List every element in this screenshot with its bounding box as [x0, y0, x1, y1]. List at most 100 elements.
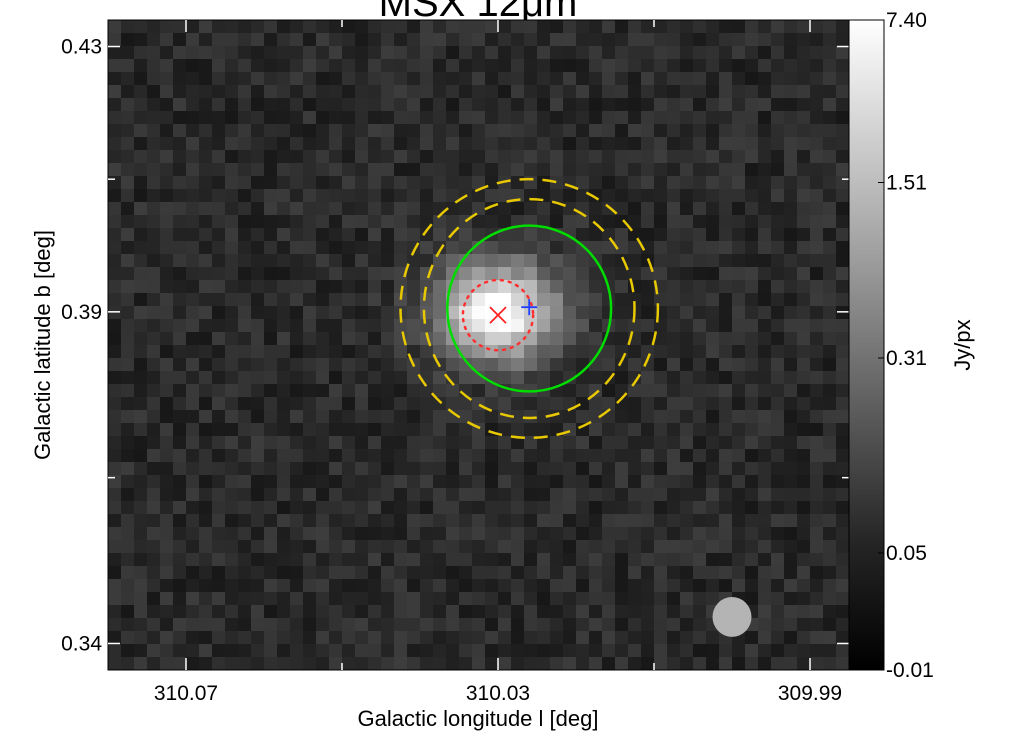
map-pixel	[303, 605, 316, 618]
map-pixel	[446, 20, 459, 33]
map-pixel	[576, 98, 589, 111]
map-pixel	[160, 566, 173, 579]
map-pixel	[121, 254, 134, 267]
map-pixel	[238, 215, 251, 228]
map-pixel	[290, 579, 303, 592]
map-pixel	[550, 657, 563, 670]
map-pixel	[199, 553, 212, 566]
map-pixel	[433, 280, 446, 293]
map-pixel	[368, 384, 381, 397]
map-pixel	[524, 98, 537, 111]
map-pixel	[186, 98, 199, 111]
map-pixel	[238, 410, 251, 423]
map-pixel	[355, 527, 368, 540]
map-pixel	[706, 436, 719, 449]
map-pixel	[121, 423, 134, 436]
map-pixel	[108, 241, 121, 254]
map-pixel	[342, 644, 355, 657]
map-pixel	[654, 293, 667, 306]
map-pixel	[394, 592, 407, 605]
map-pixel	[550, 579, 563, 592]
map-pixel	[550, 176, 563, 189]
map-pixel	[342, 592, 355, 605]
map-pixel	[394, 501, 407, 514]
map-pixel	[498, 254, 511, 267]
map-pixel	[277, 202, 290, 215]
map-pixel	[303, 423, 316, 436]
map-pixel	[225, 553, 238, 566]
map-pixel	[316, 592, 329, 605]
map-pixel	[160, 98, 173, 111]
map-pixel	[147, 631, 160, 644]
map-pixel	[537, 579, 550, 592]
map-pixel	[836, 59, 849, 72]
map-pixel	[290, 592, 303, 605]
map-pixel	[641, 605, 654, 618]
map-pixel	[212, 267, 225, 280]
map-pixel	[758, 176, 771, 189]
map-pixel	[576, 267, 589, 280]
map-pixel	[277, 137, 290, 150]
map-pixel	[810, 46, 823, 59]
map-pixel	[108, 319, 121, 332]
map-pixel	[251, 657, 264, 670]
map-pixel	[823, 215, 836, 228]
map-pixel	[745, 631, 758, 644]
map-pixel	[186, 618, 199, 631]
map-pixel	[355, 280, 368, 293]
map-pixel	[316, 566, 329, 579]
map-pixel	[108, 371, 121, 384]
map-pixel	[316, 33, 329, 46]
map-pixel	[394, 553, 407, 566]
map-pixel	[576, 293, 589, 306]
x-tick-label: 310.07	[154, 682, 218, 705]
map-pixel	[810, 72, 823, 85]
map-pixel	[667, 540, 680, 553]
map-pixel	[485, 514, 498, 527]
map-pixel	[563, 306, 576, 319]
map-pixel	[784, 189, 797, 202]
map-pixel	[212, 293, 225, 306]
map-pixel	[810, 449, 823, 462]
map-pixel	[238, 618, 251, 631]
map-pixel	[615, 228, 628, 241]
map-pixel	[537, 332, 550, 345]
map-pixel	[147, 397, 160, 410]
map-pixel	[355, 371, 368, 384]
map-pixel	[381, 371, 394, 384]
map-pixel	[576, 46, 589, 59]
map-pixel	[147, 475, 160, 488]
map-pixel	[732, 579, 745, 592]
map-pixel	[628, 501, 641, 514]
map-pixel	[173, 20, 186, 33]
map-pixel	[680, 163, 693, 176]
map-pixel	[797, 644, 810, 657]
map-pixel	[771, 280, 784, 293]
map-pixel	[836, 540, 849, 553]
map-pixel	[342, 566, 355, 579]
map-pixel	[524, 254, 537, 267]
map-pixel	[498, 462, 511, 475]
map-pixel	[407, 215, 420, 228]
map-pixel	[706, 241, 719, 254]
map-pixel	[615, 488, 628, 501]
map-pixel	[277, 514, 290, 527]
map-pixel	[238, 345, 251, 358]
map-pixel	[381, 579, 394, 592]
map-pixel	[719, 176, 732, 189]
map-pixel	[238, 33, 251, 46]
map-pixel	[563, 436, 576, 449]
map-pixel	[108, 46, 121, 59]
map-pixel	[446, 527, 459, 540]
map-pixel	[706, 111, 719, 124]
map-pixel	[121, 358, 134, 371]
map-pixel	[732, 384, 745, 397]
map-pixel	[654, 579, 667, 592]
map-pixel	[823, 124, 836, 137]
map-pixel	[511, 202, 524, 215]
map-pixel	[407, 228, 420, 241]
map-pixel	[615, 592, 628, 605]
map-pixel	[394, 618, 407, 631]
map-pixel	[433, 410, 446, 423]
map-pixel	[472, 111, 485, 124]
